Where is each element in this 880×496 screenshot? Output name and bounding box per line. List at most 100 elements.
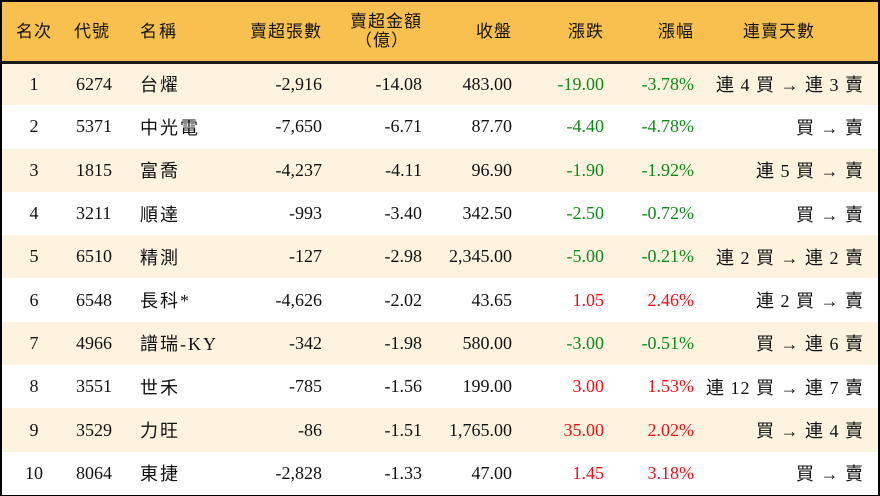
- cell-streak: 連 5 買 → 賣: [756, 161, 864, 182]
- cell-change: 1.45: [572, 462, 605, 483]
- cell-sell-lots: -127: [289, 246, 322, 267]
- cell-sell-lots: -86: [298, 419, 322, 440]
- cell-code: 6548: [76, 289, 112, 310]
- cell-sell-amount: -2.02: [384, 289, 423, 310]
- cell-change-pct: 1.53%: [647, 376, 695, 397]
- header-change-pct: 漲幅: [604, 2, 694, 64]
- cell-code: 6274: [76, 73, 112, 94]
- cell-rank: 10: [25, 462, 43, 483]
- cell-close: 47.00: [471, 462, 513, 483]
- cell-change-pct: 3.18%: [647, 462, 695, 483]
- table-row: 6 6548 長科* -4,626 -2.02 43.65 1.05 2.46%…: [2, 278, 878, 322]
- cell-streak: 買 → 賣: [796, 117, 864, 138]
- cell-sell-amount: -1.56: [384, 376, 423, 397]
- cell-sell-amount: -14.08: [375, 73, 423, 94]
- cell-sell-amount: -4.11: [385, 159, 422, 180]
- cell-name: 長科*: [140, 291, 191, 312]
- header-sell-amount-line1: 賣超金額: [350, 12, 422, 32]
- cell-code: 1815: [76, 159, 112, 180]
- cell-streak: 買 → 連 4 賣: [756, 421, 864, 442]
- cell-code: 3211: [76, 203, 112, 224]
- cell-change-pct: -0.72%: [641, 203, 695, 224]
- cell-change: -1.90: [566, 159, 605, 180]
- cell-name: 譜瑞-KY: [140, 334, 218, 355]
- cell-name: 台燿: [140, 75, 180, 96]
- table-row: 2 5371 中光電 -7,650 -6.71 87.70 -4.40 -4.7…: [2, 105, 878, 149]
- header-sell-lots: 賣超張數: [228, 2, 322, 64]
- cell-sell-lots: -4,626: [275, 289, 323, 310]
- cell-streak: 買 → 賣: [796, 464, 864, 485]
- cell-close: 2,345.00: [449, 246, 512, 267]
- header-rank: 名次: [2, 2, 66, 64]
- cell-sell-lots: -342: [289, 332, 322, 353]
- header-code: 代號: [66, 2, 132, 64]
- cell-code: 3529: [76, 419, 112, 440]
- cell-name: 精測: [140, 247, 180, 268]
- table-row: 8 3551 世禾 -785 -1.56 199.00 3.00 1.53% 連…: [2, 365, 878, 409]
- cell-change: -5.00: [566, 246, 605, 267]
- cell-close: 1,765.00: [449, 419, 512, 440]
- cell-rank: 6: [29, 289, 39, 310]
- cell-change: 35.00: [563, 419, 605, 440]
- cell-close: 87.70: [471, 116, 513, 137]
- cell-code: 4966: [76, 332, 112, 353]
- header-sell-amount-line2: （億）: [355, 31, 409, 51]
- cell-sell-amount: -3.40: [384, 203, 423, 224]
- cell-sell-amount: -1.51: [384, 419, 423, 440]
- cell-close: 96.90: [471, 159, 513, 180]
- cell-rank: 4: [29, 203, 39, 224]
- table-header-row: 名次 代號 名稱 賣超張數 賣超金額 （億） 收盤 漲跌 漲幅 連賣天數: [2, 2, 878, 64]
- cell-sell-amount: -1.33: [384, 462, 423, 483]
- table-row: 5 6510 精測 -127 -2.98 2,345.00 -5.00 -0.2…: [2, 235, 878, 279]
- cell-code: 6510: [76, 246, 112, 267]
- cell-name: 世禾: [140, 377, 180, 398]
- cell-code: 3551: [76, 376, 112, 397]
- cell-streak: 買 → 賣: [796, 204, 864, 225]
- header-sell-amount: 賣超金額 （億）: [322, 2, 422, 64]
- cell-streak: 連 12 買 → 連 7 賣: [706, 377, 864, 398]
- cell-sell-lots: -7,650: [275, 116, 323, 137]
- header-streak: 連賣天數: [694, 2, 878, 64]
- cell-change: 3.00: [572, 376, 605, 397]
- cell-change-pct: 2.02%: [647, 419, 695, 440]
- cell-change-pct: -3.78%: [641, 73, 695, 94]
- cell-close: 342.50: [462, 203, 513, 224]
- cell-rank: 8: [29, 376, 39, 397]
- cell-name: 中光電: [140, 117, 200, 138]
- cell-rank: 9: [29, 419, 39, 440]
- cell-sell-lots: -785: [289, 376, 322, 397]
- cell-name: 順達: [140, 204, 180, 225]
- cell-rank: 5: [29, 246, 39, 267]
- table-body: 1 6274 台燿 -2,916 -14.08 4 8 3.00 -19.00 -3…: [2, 62, 878, 495]
- header-name: 名稱: [132, 2, 228, 64]
- cell-name: 東捷: [140, 464, 180, 485]
- cell-change: -19.00: [557, 73, 605, 94]
- cell-rank: 1: [29, 73, 39, 94]
- header-close: 收盤: [422, 2, 512, 64]
- cell-streak: 連 2 買 → 連 2 賣: [716, 247, 864, 268]
- cell-sell-lots: -2,916: [275, 73, 323, 94]
- cell-change-pct: -1.92%: [641, 159, 695, 180]
- cell-sell-amount: -1.98: [384, 332, 423, 353]
- cell-change: -2.50: [566, 203, 605, 224]
- cell-streak: 買 → 連 6 賣: [756, 334, 864, 355]
- cell-sell-lots: -993: [289, 203, 322, 224]
- table-row: 7 4966 譜瑞-KY -342 -1.98 580.00 -3.00 -0.…: [2, 321, 878, 366]
- cell-change: 1.05: [572, 289, 605, 310]
- cell-change-pct: -0.21%: [641, 246, 695, 267]
- cell-streak: 連 2 買 → 賣: [756, 291, 864, 312]
- cell-rank: 2: [29, 116, 39, 137]
- cell-change: -4.40: [566, 116, 605, 137]
- cell-sell-amount: -6.71: [384, 116, 423, 137]
- cell-streak: 連 4 買 → 連 3 賣: [716, 75, 864, 96]
- cell-code: 8064: [76, 462, 112, 483]
- cell-close: 580.00: [462, 332, 513, 353]
- cell-name: 力旺: [140, 421, 180, 442]
- cell-name: 富喬: [140, 161, 180, 182]
- cell-rank: 7: [29, 332, 39, 353]
- cell-sell-amount: -2.98: [384, 246, 423, 267]
- cell-change: -3.00: [566, 332, 605, 353]
- cell-rank: 3: [29, 159, 39, 180]
